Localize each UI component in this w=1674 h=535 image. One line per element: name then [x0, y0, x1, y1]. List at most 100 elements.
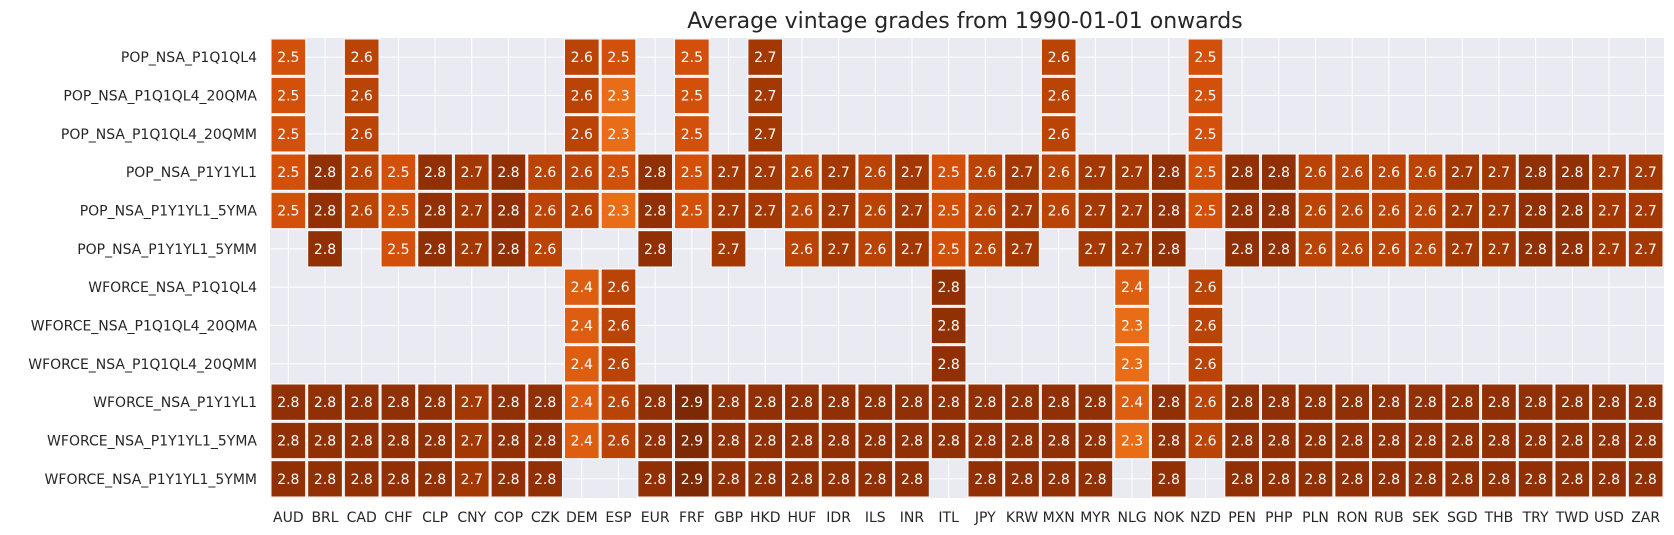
- heatmap-cell: [637, 383, 674, 421]
- cell-value-label: 2.8: [938, 319, 960, 335]
- cell-value-label: 2.8: [1158, 165, 1180, 181]
- heatmap-cell: [453, 460, 490, 498]
- column-label-ils: ILS: [865, 510, 886, 526]
- cell-value-label: 2.6: [607, 395, 629, 411]
- heatmap-cell: [857, 421, 894, 460]
- heatmap-cell: [1407, 153, 1444, 191]
- column-label-czk: CZK: [531, 510, 560, 526]
- cell-value-label: 2.7: [1598, 242, 1620, 258]
- column-label-frf: FRF: [679, 510, 705, 526]
- heatmap-cell: [1114, 191, 1150, 230]
- heatmap-cell: [1444, 191, 1481, 230]
- heatmap-cell: [563, 421, 600, 460]
- cell-value-label: 2.8: [1158, 395, 1180, 411]
- cell-value-label: 2.7: [1121, 204, 1143, 220]
- cell-value-label: 2.8: [1158, 434, 1180, 450]
- heatmap-cell: [563, 191, 600, 230]
- cell-value-label: 2.8: [314, 165, 336, 181]
- cell-value-label: 2.5: [607, 165, 629, 181]
- heatmap-cell: [1260, 421, 1297, 460]
- cell-value-label: 2.6: [1194, 357, 1216, 373]
- heatmap-cell: [343, 153, 380, 191]
- heatmap-cell: [1224, 230, 1260, 268]
- heatmap-cell: [1114, 230, 1150, 268]
- heatmap-cell: [1371, 383, 1407, 421]
- heatmap-cell: [600, 268, 637, 306]
- heatmap-cell: [1260, 191, 1297, 230]
- heatmap-cell: [674, 153, 710, 191]
- cell-value-label: 2.4: [571, 319, 593, 335]
- column-label-eur: EUR: [641, 510, 670, 526]
- cell-value-label: 2.7: [827, 165, 849, 181]
- heatmap-cell: [1114, 268, 1150, 306]
- cell-value-label: 2.8: [1524, 242, 1546, 258]
- heatmap-cell: [600, 345, 637, 383]
- heatmap-cell: [1591, 383, 1627, 421]
- heatmap-cell: [784, 421, 820, 460]
- heatmap-cell: [1407, 383, 1444, 421]
- cell-value-label: 2.8: [938, 280, 960, 296]
- heatmap-cell: [1077, 153, 1114, 191]
- column-label-hkd: HKD: [750, 510, 781, 526]
- heatmap-cell: [1040, 38, 1077, 76]
- heatmap-cell: [1334, 421, 1371, 460]
- cell-value-label: 2.6: [351, 204, 373, 220]
- cell-value-label: 2.8: [534, 395, 556, 411]
- cell-value-label: 2.7: [1635, 242, 1657, 258]
- cell-value-label: 2.8: [1378, 472, 1400, 488]
- heatmap-cell: [857, 460, 894, 498]
- heatmap-cell: [894, 230, 930, 268]
- heatmap-cell: [343, 383, 380, 421]
- heatmap-cell: [417, 153, 453, 191]
- cell-value-label: 2.7: [1084, 165, 1106, 181]
- cell-value-label: 2.5: [277, 50, 299, 66]
- cell-value-label: 2.8: [314, 242, 336, 258]
- cell-value-label: 2.8: [1524, 395, 1546, 411]
- cell-value-label: 2.8: [497, 434, 519, 450]
- heatmap-cell: [270, 383, 307, 421]
- heatmap-cell: [600, 383, 637, 421]
- heatmap-cell: [747, 115, 784, 153]
- cell-value-label: 2.8: [1011, 434, 1033, 450]
- column-label-sek: SEK: [1412, 510, 1440, 526]
- cell-value-label: 2.5: [277, 127, 299, 143]
- heatmap-cell: [453, 421, 490, 460]
- heatmap-cell: [747, 38, 784, 76]
- heatmap-cell: [1334, 230, 1371, 268]
- heatmap-cell: [343, 76, 380, 115]
- cell-value-label: 2.7: [754, 50, 776, 66]
- heatmap-cell: [1150, 460, 1187, 498]
- heatmap-cell: [1114, 153, 1150, 191]
- heatmap-cell: [1040, 383, 1077, 421]
- heatmap-cell: [1297, 421, 1334, 460]
- cell-value-label: 2.6: [571, 204, 593, 220]
- cell-value-label: 2.7: [717, 165, 739, 181]
- heatmap-cell: [1150, 191, 1187, 230]
- column-label-thb: THB: [1484, 510, 1514, 526]
- column-label-clp: CLP: [422, 510, 448, 526]
- cell-value-label: 2.5: [387, 165, 409, 181]
- cell-value-label: 2.8: [351, 434, 373, 450]
- cell-value-label: 2.8: [1414, 434, 1436, 450]
- heatmap-cell: [1077, 230, 1114, 268]
- heatmap-cell: [1077, 383, 1114, 421]
- heatmap-cell: [343, 460, 380, 498]
- heatmap-cell: [857, 191, 894, 230]
- cell-value-label: 2.8: [1524, 472, 1546, 488]
- heatmap-cell: [527, 421, 563, 460]
- heatmap-cell: [1554, 230, 1591, 268]
- heatmap-cell: [380, 460, 417, 498]
- cell-value-label: 2.6: [534, 242, 556, 258]
- heatmap-cell: [1517, 421, 1554, 460]
- cell-value-label: 2.5: [387, 204, 409, 220]
- heatmap-cell: [1334, 153, 1371, 191]
- cell-value-label: 2.8: [1048, 395, 1070, 411]
- row-label-wforce-nsa-p1q1ql4-20qmm: WFORCE_NSA_P1Q1QL4_20QMM: [28, 357, 257, 373]
- cell-value-label: 2.8: [1231, 472, 1253, 488]
- heatmap-cell: [417, 191, 453, 230]
- cell-value-label: 2.4: [571, 280, 593, 296]
- cell-value-label: 2.5: [607, 50, 629, 66]
- cell-value-label: 2.8: [717, 395, 739, 411]
- heatmap-cell: [1481, 191, 1517, 230]
- cell-value-label: 2.8: [534, 434, 556, 450]
